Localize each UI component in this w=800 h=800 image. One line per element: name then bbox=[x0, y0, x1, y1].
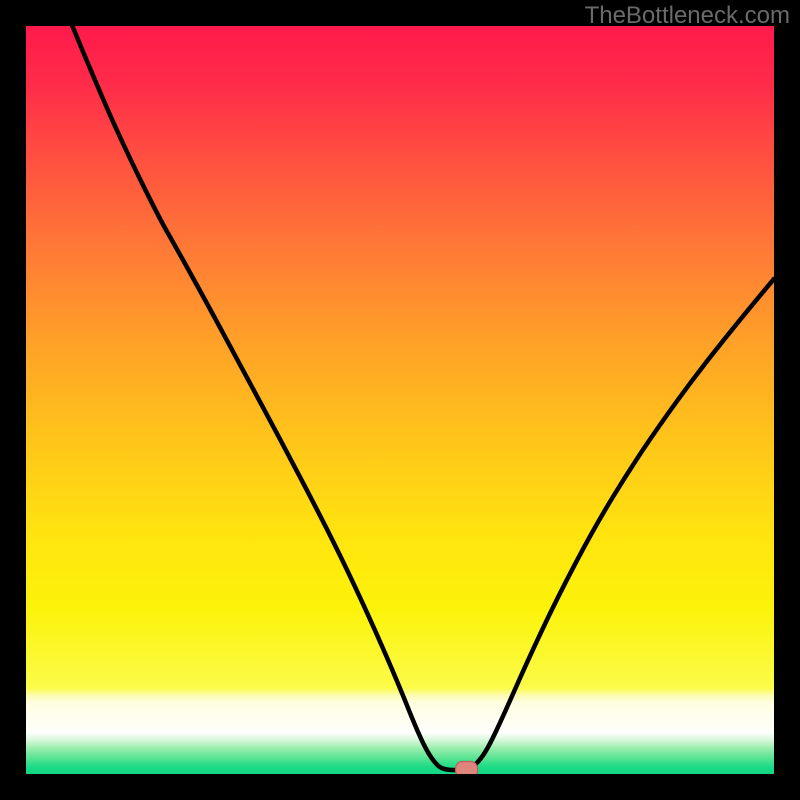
watermark-label: TheBottleneck.com bbox=[585, 2, 790, 30]
performance-curve-path bbox=[72, 26, 774, 770]
optimal-point-marker bbox=[456, 762, 478, 774]
chart-area bbox=[26, 26, 774, 774]
bottleneck-curve bbox=[26, 26, 774, 774]
